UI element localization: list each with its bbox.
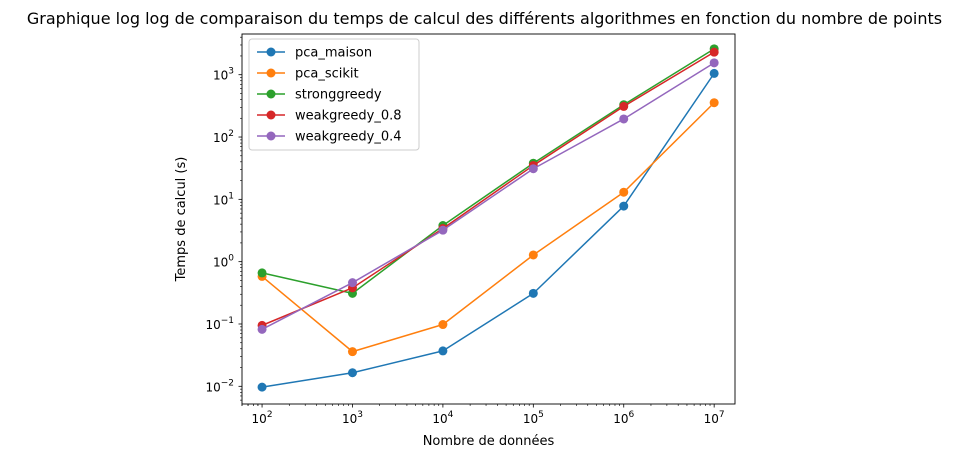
legend-swatch-marker [266, 89, 276, 99]
data-point-pca_maison [709, 68, 719, 78]
y-axis: 10−2 10−1 100 101 102 103 [205, 36, 242, 401]
legend: pca_maison pca_scikit stronggreedy weakgree… [248, 38, 420, 151]
data-point-weakgreedy_0.8 [709, 47, 719, 57]
x-tick-label: 106 [613, 410, 634, 426]
data-point-weakgreedy_0.4 [528, 164, 538, 174]
data-point-pca_maison [619, 201, 629, 211]
x-tick-label: 105 [523, 410, 544, 426]
series-line-pca_scikit [261, 102, 715, 353]
chart-title: Graphique log log de comparaison du temp… [27, 9, 942, 28]
x-tick-label: 103 [342, 410, 363, 426]
plot-area [257, 44, 719, 392]
y-tick-label: 100 [213, 254, 234, 270]
data-point-pca_maison [438, 346, 448, 356]
data-point-pca_maison [257, 382, 267, 392]
legend-entry: weakgreedy_0.4 [295, 130, 402, 145]
series-line-weakgreedy_0.4 [261, 62, 715, 331]
data-point-pca_scikit [347, 347, 357, 357]
y-tick-label: 10−2 [205, 378, 234, 394]
x-axis: 102 103 104 105 106 107 [241, 404, 725, 426]
x-axis-label: Nombre de données [423, 434, 555, 449]
x-tick-label: 104 [432, 410, 453, 426]
legend-entry: weakgreedy_0.8 [295, 109, 402, 124]
y-tick-label: 10−1 [205, 316, 234, 332]
y-tick-label: 103 [213, 67, 234, 83]
data-point-weakgreedy_0.4 [347, 278, 357, 288]
legend-swatch-marker [266, 47, 276, 57]
y-tick-label: 102 [213, 129, 234, 145]
data-point-weakgreedy_0.8 [619, 101, 629, 111]
y-tick-label: 101 [213, 191, 234, 207]
data-point-pca_scikit [619, 187, 629, 197]
data-point-pca_scikit [528, 250, 538, 260]
plot-frame [241, 33, 736, 405]
legend-swatch-marker [266, 68, 276, 78]
data-point-weakgreedy_0.4 [619, 114, 629, 124]
data-point-weakgreedy_0.4 [257, 324, 267, 334]
x-tick-label: 102 [252, 410, 273, 426]
legend-entry: pca_scikit [295, 67, 359, 82]
data-point-weakgreedy_0.4 [438, 225, 448, 235]
data-point-pca_maison [528, 288, 538, 298]
data-point-weakgreedy_0.4 [709, 58, 719, 68]
y-axis-label: Temps de calcul (s) [174, 157, 189, 283]
data-point-pca_scikit [438, 320, 448, 330]
series-line-weakgreedy_0.8 [261, 51, 715, 327]
legend-entry: stronggreedy [295, 88, 382, 103]
legend-swatch-marker [266, 131, 276, 141]
series-line-pca_maison [261, 72, 715, 388]
legend-box [248, 38, 420, 151]
data-point-pca_maison [347, 368, 357, 378]
legend-swatch-marker [266, 110, 276, 120]
data-point-stronggreedy [257, 268, 267, 278]
x-tick-label: 107 [704, 410, 725, 426]
data-point-pca_scikit [709, 98, 719, 108]
legend-entry: pca_maison [295, 46, 372, 61]
